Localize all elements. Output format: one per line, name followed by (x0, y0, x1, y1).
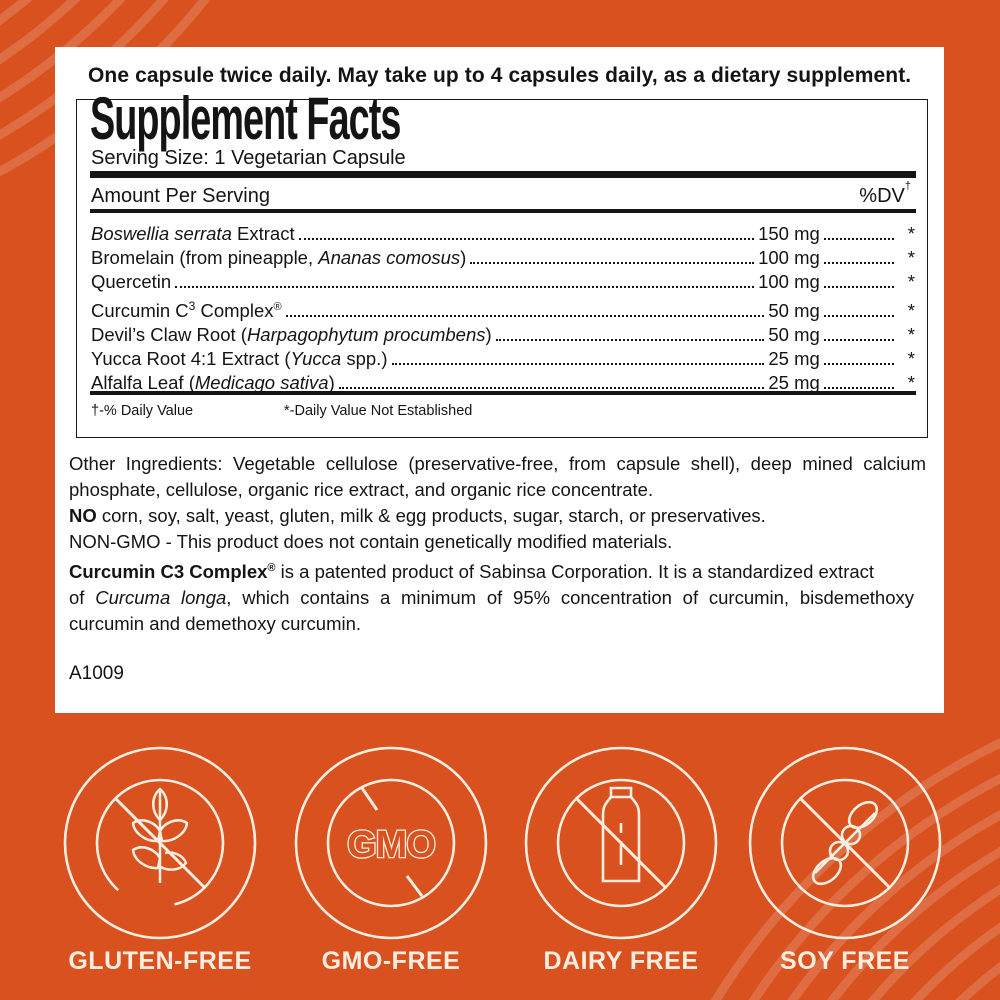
svg-text:GMO: GMO (347, 824, 435, 866)
